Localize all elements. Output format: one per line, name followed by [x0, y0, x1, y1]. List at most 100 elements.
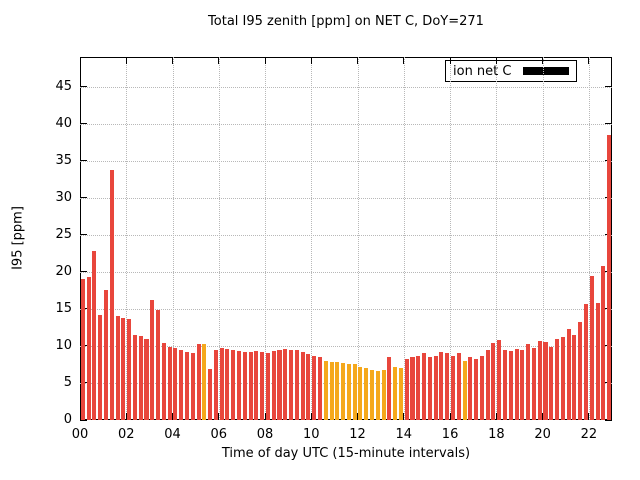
chart-bar	[416, 355, 421, 420]
y-gridline	[80, 382, 612, 384]
chart-bar	[578, 322, 583, 420]
y-tick-mark	[80, 160, 87, 162]
chart-bar	[173, 348, 178, 420]
x-tick-mark	[264, 57, 266, 64]
x-tick-mark	[172, 413, 174, 420]
chart-bar	[80, 279, 85, 420]
chart-bar	[242, 351, 247, 420]
x-tick-mark	[588, 413, 590, 420]
chart-bar	[329, 362, 334, 420]
chart-bar	[144, 338, 149, 420]
chart-bar	[555, 339, 560, 420]
x-gridline	[311, 57, 313, 420]
x-axis-label: Time of day UTC (15-minute intervals)	[221, 446, 471, 461]
x-gridline	[542, 57, 544, 420]
y-tick-label: 15	[55, 300, 72, 316]
x-tick-label: 12	[349, 427, 366, 442]
chart-bar	[497, 339, 502, 420]
chart-bar	[572, 334, 577, 420]
x-gridline	[265, 57, 267, 420]
x-tick-mark	[495, 57, 497, 64]
x-tick-mark	[264, 413, 266, 420]
y-tick-mark	[80, 86, 87, 88]
chart-bar	[150, 299, 155, 420]
chart-bar	[607, 134, 612, 420]
chart-bar	[289, 349, 294, 420]
chart-bar	[531, 348, 536, 420]
chart-bar	[514, 348, 519, 420]
x-gridline	[357, 57, 359, 420]
y-gridline	[80, 197, 612, 199]
x-tick-label: 14	[395, 427, 413, 442]
x-tick-label: 00	[71, 427, 89, 442]
y-tick-label: 40	[55, 115, 72, 131]
chart-bar	[335, 362, 340, 420]
x-tick-mark	[218, 57, 220, 64]
y-tick-mark	[605, 419, 612, 421]
x-gridline	[450, 57, 452, 420]
y-gridline	[80, 345, 612, 347]
chart-bar	[491, 342, 496, 420]
x-gridline	[126, 57, 128, 420]
chart-bar	[549, 347, 554, 420]
x-tick-mark	[310, 57, 312, 64]
x-tick-mark	[357, 413, 359, 420]
y-tick-mark	[80, 123, 87, 125]
x-tick-mark	[403, 413, 405, 420]
chart-bar	[92, 251, 97, 420]
chart-bar	[231, 349, 236, 420]
chart-bar	[508, 351, 513, 420]
x-gridline	[218, 57, 220, 420]
chart-bar	[369, 369, 375, 420]
x-tick-label: 08	[256, 427, 274, 442]
x-tick-label: 10	[303, 427, 320, 442]
chart-bar	[601, 265, 606, 420]
chart-bar	[202, 344, 207, 420]
x-gridline	[496, 57, 498, 420]
chart-bar	[167, 346, 172, 420]
x-tick-mark	[449, 413, 451, 420]
chart-bar	[520, 349, 525, 420]
chart-bar	[462, 360, 467, 420]
chart-bar	[132, 334, 137, 420]
chart-bar	[479, 356, 484, 420]
chart-bar	[98, 314, 103, 420]
legend: ion net C	[445, 60, 578, 82]
chart-bar	[312, 356, 317, 420]
y-tick-label: 45	[55, 78, 72, 94]
y-tick-mark	[80, 234, 87, 236]
chart-bar	[422, 353, 427, 420]
chart-bar	[138, 336, 143, 420]
x-tick-mark	[310, 413, 312, 420]
x-tick-mark	[172, 57, 174, 64]
legend-swatch	[523, 67, 570, 75]
y-gridline	[80, 234, 612, 236]
chart-bar	[260, 351, 265, 420]
chart-bar	[410, 357, 415, 420]
x-tick-label: 20	[534, 427, 551, 442]
x-tick-mark	[125, 413, 127, 420]
chart-bar	[236, 351, 242, 420]
chart-bar	[566, 328, 571, 420]
chart-title: Total I95 zenith [ppm] on NET C, DoY=271	[208, 14, 484, 29]
y-tick-mark	[605, 86, 612, 88]
chart-bar	[364, 368, 369, 420]
chart-bar	[103, 290, 109, 420]
chart-bar	[225, 348, 230, 420]
x-gridline	[588, 57, 590, 420]
chart-bar	[393, 366, 398, 420]
y-tick-label: 10	[55, 337, 72, 353]
chart-bar	[537, 340, 542, 420]
chart-bar	[456, 352, 461, 420]
x-gridline	[403, 57, 405, 420]
plot-area	[80, 57, 612, 420]
x-tick-mark	[588, 57, 590, 64]
y-tick-label: 30	[55, 189, 72, 205]
y-gridline	[80, 86, 612, 88]
chart-bar	[277, 350, 282, 420]
x-tick-label: 18	[488, 427, 505, 442]
y-tick-label: 35	[55, 152, 72, 168]
x-tick-label: 22	[580, 427, 598, 442]
y-tick-mark	[80, 419, 87, 421]
